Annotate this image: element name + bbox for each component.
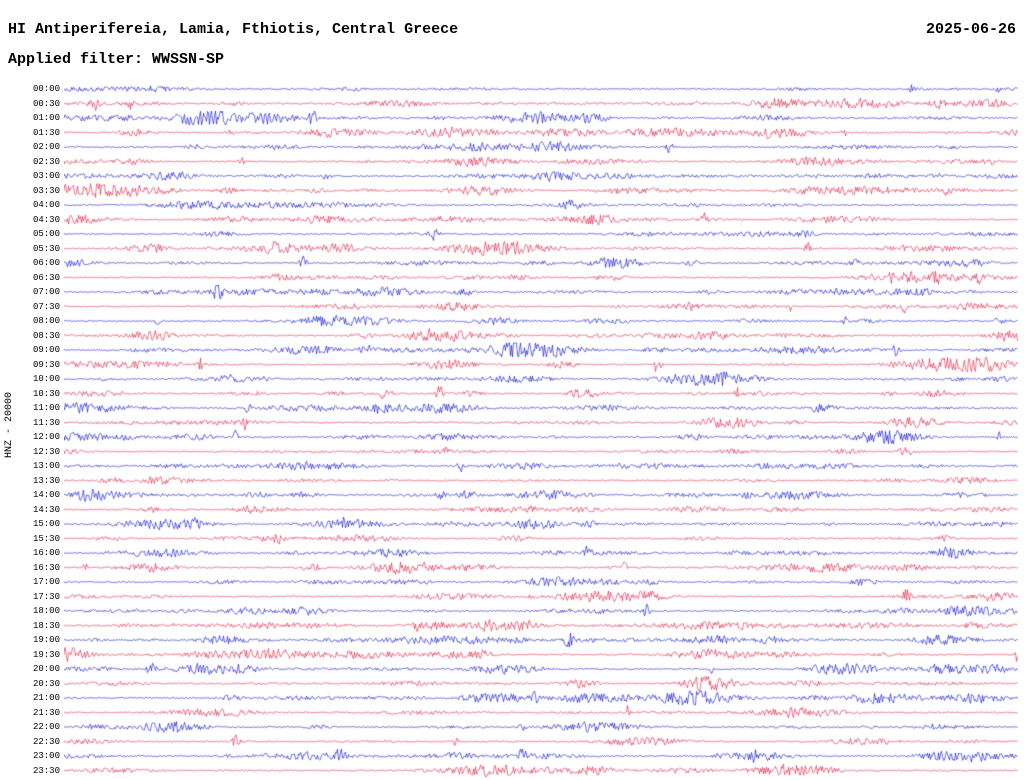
time-label: 17:00	[32, 577, 60, 587]
seismogram-traces	[64, 82, 1018, 780]
time-label: 00:30	[32, 98, 60, 109]
time-label: 11:00	[32, 403, 60, 413]
time-label: 13:30	[32, 475, 60, 486]
time-label: 04:30	[32, 214, 60, 225]
time-label: 07:00	[32, 287, 60, 297]
time-label: 18:00	[32, 606, 60, 616]
time-label: 02:30	[32, 156, 60, 167]
time-label: 19:30	[32, 649, 60, 660]
time-label: 13:00	[32, 461, 60, 471]
time-label: 16:30	[32, 562, 60, 573]
time-label: 21:00	[32, 693, 60, 703]
time-label: 01:00	[32, 113, 60, 123]
time-label: 17:30	[32, 591, 60, 602]
time-label: 22:30	[32, 736, 60, 747]
time-label: 14:30	[32, 504, 60, 515]
time-label: 12:00	[32, 432, 60, 442]
time-label: 06:00	[32, 258, 60, 268]
time-label: 08:00	[32, 316, 60, 326]
time-label: 05:00	[32, 229, 60, 239]
time-label: 11:30	[32, 417, 60, 428]
station-title: HI Antiperifereia, Lamia, Fthiotis, Cent…	[8, 21, 459, 38]
time-label: 02:00	[32, 142, 60, 152]
time-label: 23:00	[32, 751, 60, 761]
time-label: 06:30	[32, 272, 60, 283]
time-label: 07:30	[32, 301, 60, 312]
time-label: 20:30	[32, 678, 60, 689]
time-label: 03:00	[32, 171, 60, 181]
time-label: 04:00	[32, 200, 60, 210]
time-label: 16:00	[32, 548, 60, 558]
time-label: 05:30	[32, 243, 60, 254]
time-label: 09:00	[32, 345, 60, 355]
time-label: 10:30	[32, 388, 60, 399]
time-label: 08:30	[32, 330, 60, 341]
time-label: 03:30	[32, 185, 60, 196]
time-label: 14:00	[32, 490, 60, 500]
time-label: 19:00	[32, 635, 60, 645]
time-label: 18:30	[32, 620, 60, 631]
time-label: 20:00	[32, 664, 60, 674]
time-label: 12:30	[32, 446, 60, 457]
time-label: 15:30	[32, 533, 60, 544]
time-label: 21:30	[32, 707, 60, 718]
record-date: 2025-06-26	[925, 21, 1016, 38]
time-label: 10:00	[32, 374, 60, 384]
time-label: 09:30	[32, 359, 60, 370]
time-label: 00:00	[32, 84, 60, 94]
time-label: 01:30	[32, 127, 60, 138]
time-label: 22:00	[32, 722, 60, 732]
time-label: 15:00	[32, 519, 60, 529]
filter-label: Applied filter: WWSSN-SP	[8, 51, 225, 68]
time-label: 23:30	[32, 765, 60, 776]
